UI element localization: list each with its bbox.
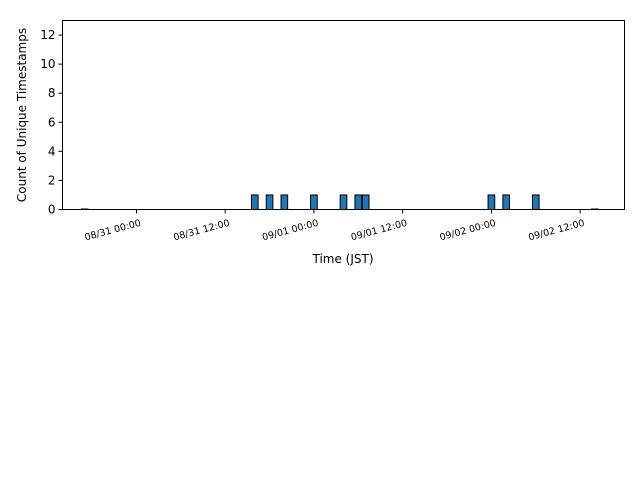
y-tick-label: 4: [48, 144, 56, 158]
histogram-bar: [310, 194, 318, 211]
histogram-bar: [361, 194, 370, 211]
histogram-bar: [280, 194, 289, 211]
x-axis-label: Time (JST): [311, 252, 373, 266]
x-tick-label: 09/01 00:00: [261, 218, 320, 244]
y-tick-label: 6: [48, 115, 56, 129]
histogram-bar: [250, 194, 259, 211]
x-axis-ticks: 08/31 00:00 08/31 12:00 09/01 00:00 09/01 1…: [84, 209, 586, 244]
x-tick-label: 08/31 12:00: [172, 218, 231, 244]
histogram-bar: [339, 194, 348, 211]
histogram-bar: [502, 194, 511, 211]
histogram-bar: [354, 194, 363, 211]
x-tick-label: 09/02 00:00: [439, 218, 498, 244]
x-tick-label: 08/31 00:00: [84, 218, 143, 244]
bars-group: [80, 194, 599, 211]
y-tick-label: 2: [48, 173, 56, 187]
histogram-bar: [265, 194, 274, 211]
y-tick-label: 10: [40, 57, 55, 71]
plot-frame: [62, 20, 625, 210]
y-axis-label: Count of Unique Timestamps: [15, 28, 29, 202]
histogram-bar: [487, 194, 496, 211]
y-axis-ticks: 0 2 4 6 8 10 12: [40, 28, 63, 217]
y-tick-label: 0: [48, 203, 56, 217]
x-tick-label: 09/01 12:00: [350, 218, 409, 244]
y-tick-label: 8: [48, 86, 56, 100]
histogram-bar: [531, 194, 540, 211]
y-tick-label: 12: [40, 28, 55, 42]
x-tick-label: 09/02 12:00: [527, 218, 586, 244]
